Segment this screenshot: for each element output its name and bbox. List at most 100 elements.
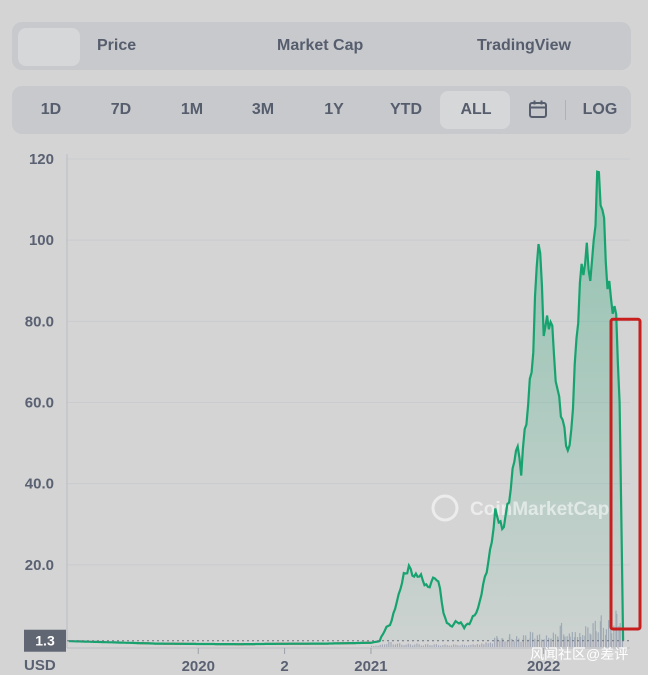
- volume-bar: [433, 644, 435, 647]
- volume-bar: [377, 645, 379, 647]
- volume-bar: [442, 645, 444, 647]
- volume-bar: [485, 642, 487, 647]
- volume-bar: [424, 644, 427, 647]
- price-area: [379, 171, 624, 642]
- volume-bar: [548, 637, 550, 647]
- volume-bar: [440, 645, 442, 647]
- price-chart: CoinMarketCap 1.3 120 100 80.0 60.0 40.0 20.0…: [24, 151, 642, 675]
- currency-label: USD: [24, 657, 56, 674]
- volume-bar: [465, 645, 468, 647]
- volume-bar: [399, 643, 401, 647]
- volume-bar: [429, 645, 431, 647]
- volume-bar: [444, 644, 446, 647]
- volume-bar: [584, 635, 586, 647]
- volume-bar: [437, 645, 440, 647]
- volume-bar: [478, 644, 481, 647]
- y-tick-label: 80.0: [25, 313, 54, 330]
- volume-bar: [422, 645, 424, 647]
- tab-tradingview[interactable]: TradingView: [477, 37, 571, 54]
- volume-bar: [405, 644, 407, 647]
- volume-bar: [569, 636, 571, 647]
- volume-bar: [459, 645, 461, 647]
- volume-bar: [416, 643, 418, 647]
- range-ytd[interactable]: YTD: [390, 101, 422, 118]
- volume-bar: [489, 642, 492, 647]
- volume-bar: [474, 645, 476, 647]
- volume-bar: [373, 645, 375, 647]
- volume-bar: [487, 643, 489, 647]
- volume-bar: [427, 644, 429, 647]
- range-1d[interactable]: 1D: [40, 101, 62, 118]
- volume-bar: [457, 645, 459, 647]
- y-tick-label: 100: [29, 232, 54, 249]
- range-3m[interactable]: 3M: [251, 101, 275, 118]
- volume-bar: [394, 644, 397, 647]
- log-toggle[interactable]: LOG: [582, 101, 618, 118]
- volume-bar: [497, 638, 499, 647]
- y-tick-label: 60.0: [25, 395, 54, 412]
- range-1y[interactable]: 1Y: [324, 101, 344, 118]
- volume-bar: [541, 639, 543, 647]
- volume-bar: [483, 644, 485, 647]
- y-tick-label: 20.0: [25, 557, 54, 574]
- volume-bar: [468, 645, 470, 647]
- volume-bar: [472, 644, 474, 647]
- y-tick-label: 40.0: [25, 476, 54, 493]
- volume-bar: [499, 640, 501, 647]
- volume-bar: [396, 643, 399, 647]
- volume-bar: [431, 645, 433, 647]
- volume-bar: [450, 645, 453, 647]
- volume-bar: [446, 645, 448, 647]
- volume-bar: [470, 644, 472, 647]
- volume-bar: [557, 637, 559, 647]
- tab-price[interactable]: Price: [97, 37, 137, 54]
- range-active-highlight: [440, 91, 510, 129]
- volume-bar: [375, 645, 377, 647]
- volume-bar: [401, 644, 403, 647]
- current-price-label: 1.3: [35, 633, 55, 649]
- volume-bar: [463, 644, 466, 647]
- volume-bar: [564, 636, 566, 647]
- calendar-icon[interactable]: [528, 99, 548, 119]
- toolbar-separator: [565, 100, 566, 120]
- volume-bar: [511, 638, 513, 647]
- volume-bar: [383, 644, 386, 647]
- range-7d[interactable]: 7D: [110, 101, 132, 118]
- tab-selected-slot[interactable]: [18, 28, 80, 66]
- volume-bar: [504, 641, 506, 647]
- x-tick-label: 2022: [527, 658, 560, 675]
- current-price-box: [24, 629, 66, 652]
- volume-bar: [501, 638, 503, 647]
- volume-bar: [543, 639, 545, 647]
- volume-bar: [605, 634, 607, 647]
- volume-bar: [502, 638, 504, 647]
- volume-bar: [525, 635, 527, 647]
- volume-bar: [435, 644, 437, 647]
- volume-bar: [412, 645, 414, 647]
- volume-bar: [379, 644, 381, 647]
- volume-bar: [573, 637, 576, 647]
- volume-bar: [390, 642, 392, 647]
- range-all[interactable]: ALL: [460, 101, 492, 118]
- volume-bar: [520, 641, 522, 647]
- volume-bar: [381, 644, 383, 647]
- volume-bar: [409, 644, 412, 647]
- volume-bar: [403, 645, 405, 647]
- volume-bar: [418, 644, 420, 647]
- watermark-logo-icon: [431, 494, 459, 522]
- volume-bar: [527, 639, 529, 647]
- volume-bar: [386, 644, 388, 647]
- x-tick-label: 2020: [182, 658, 215, 675]
- volume-bar: [516, 636, 518, 647]
- volume-bar: [461, 644, 463, 647]
- volume-bar: [392, 644, 394, 647]
- price-line-up: [68, 170, 625, 646]
- volume-bar: [370, 645, 373, 647]
- tab-market-cap[interactable]: Market Cap: [277, 37, 364, 54]
- chart-type-tabs: Price Market Cap TradingView: [12, 22, 631, 70]
- volume-bar: [455, 644, 457, 647]
- range-1m[interactable]: 1M: [180, 101, 204, 118]
- x-tick-label: 2: [280, 658, 288, 675]
- volume-bar: [388, 641, 390, 647]
- volume-bar: [545, 635, 548, 647]
